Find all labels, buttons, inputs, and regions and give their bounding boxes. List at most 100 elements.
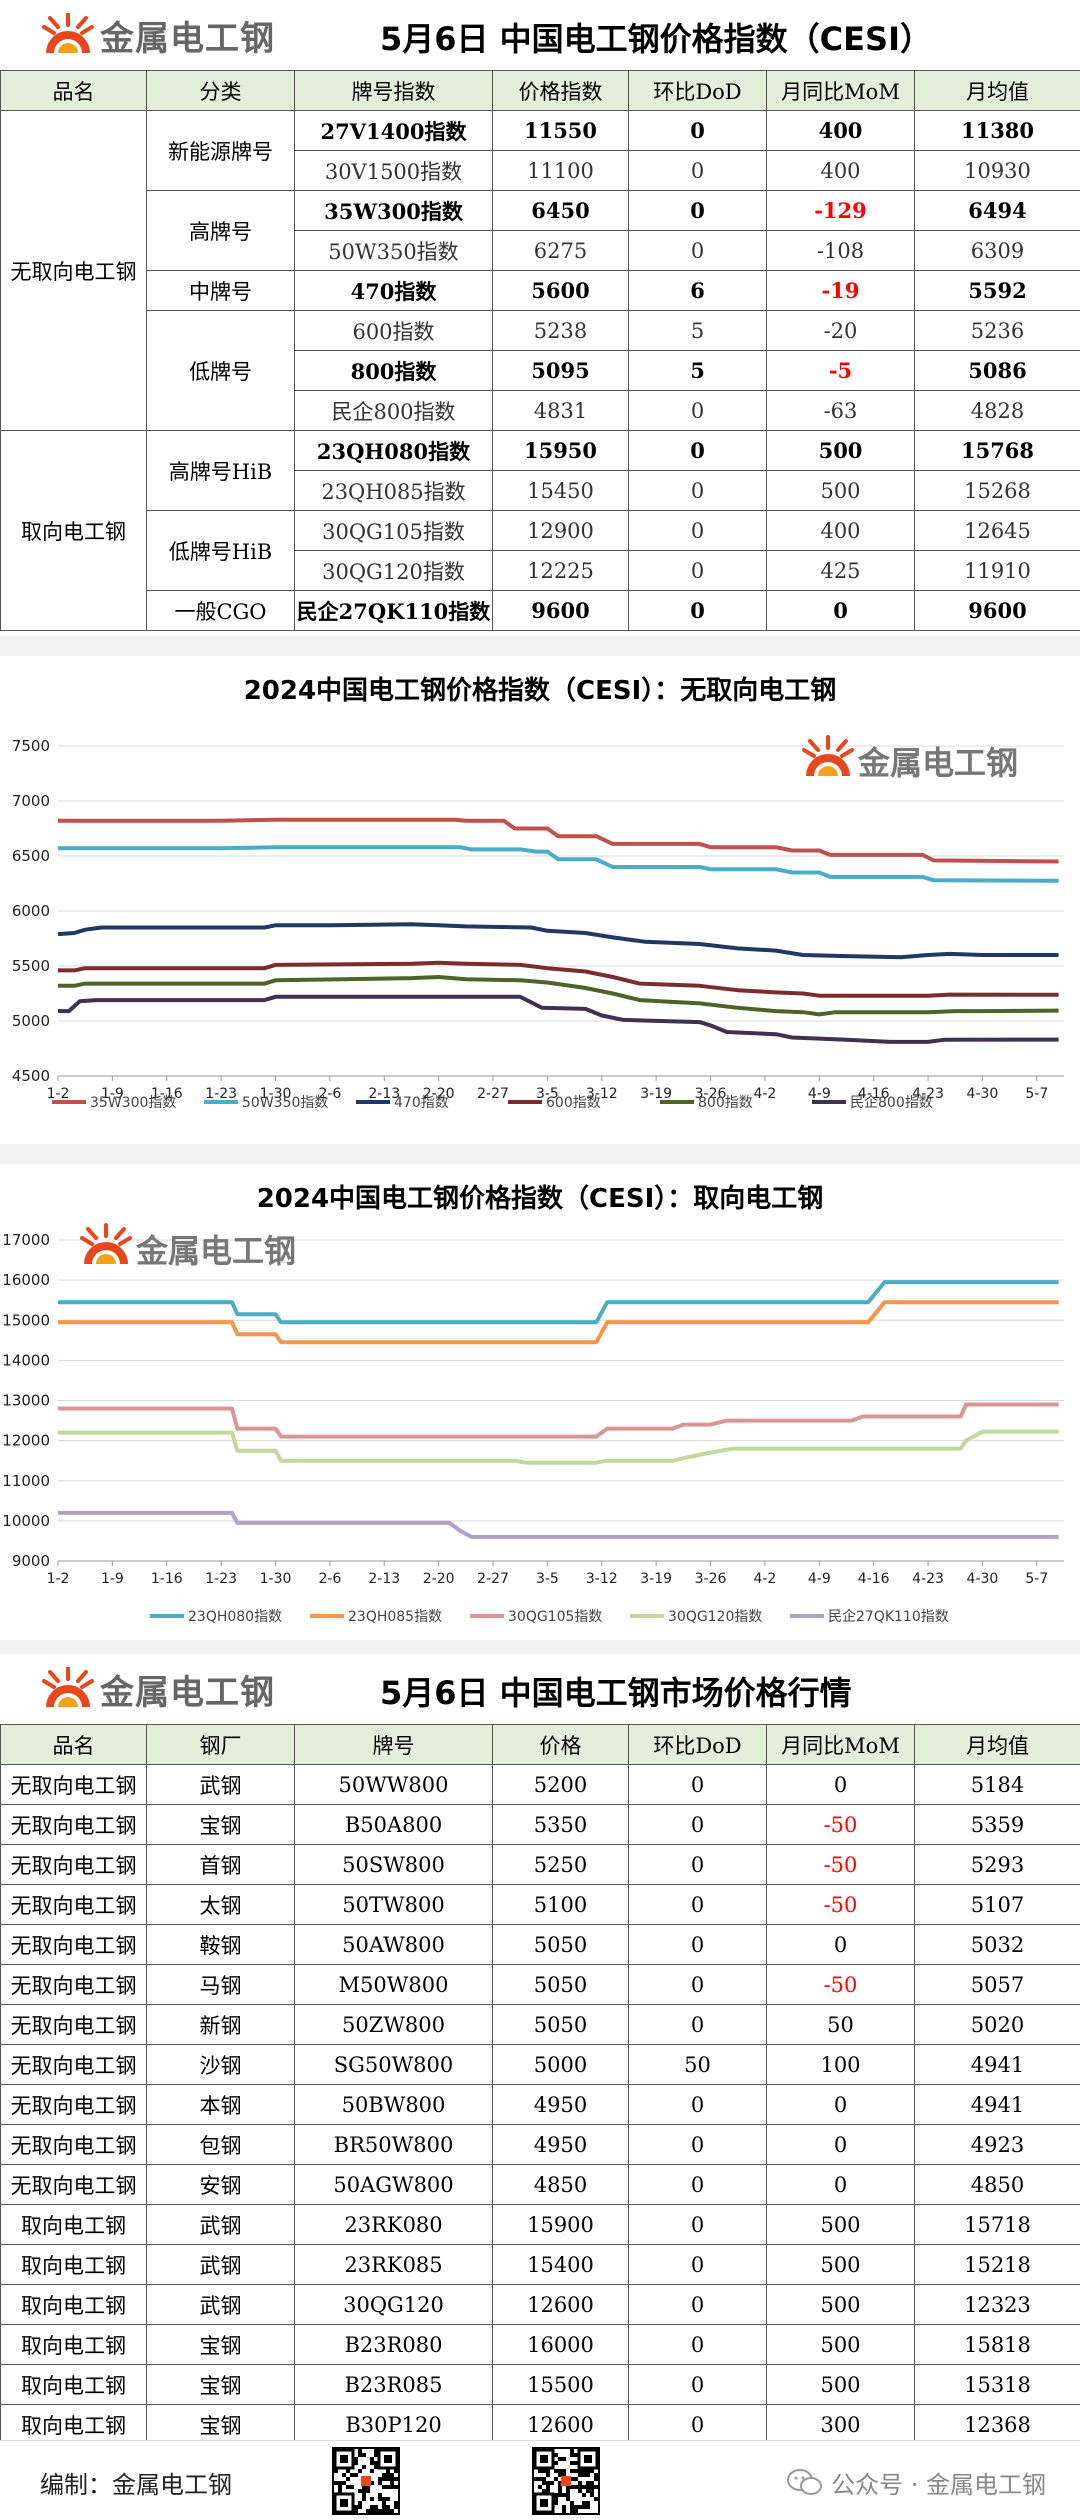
mill-cell: 武钢 — [146, 1764, 295, 1805]
legend-label: 800指数 — [698, 1095, 753, 1111]
grade-cell: B50A800 — [294, 1804, 493, 1845]
non-oriented-line-chart: 4500 5000 5500 6000 6500 7000 7500 1-2 1-9 1-16 1-… — [12, 735, 1064, 1111]
editor-label: 编制：金属电工钢 — [40, 2471, 232, 2499]
x-tick-label: 2-20 — [423, 1571, 455, 1587]
product-cell: 无取向电工钢 — [0, 1924, 147, 1965]
grade-cell: 800指数 — [294, 350, 493, 391]
price-cell: 5350 — [492, 1804, 629, 1845]
grade-cell: 27V1400指数 — [294, 110, 493, 151]
mom-cell: 300 — [766, 2404, 915, 2445]
mom-cell: 500 — [766, 2244, 915, 2285]
category-cell: 高牌号 — [146, 190, 295, 271]
column-header: 月均值 — [914, 1724, 1080, 1765]
series-line — [58, 1429, 1059, 1465]
mill-cell: 新钢 — [146, 2004, 295, 2045]
avg-cell: 5107 — [914, 1884, 1080, 1925]
y-tick-label: 9000 — [12, 1552, 50, 1570]
x-tick-label: 1-16 — [151, 1086, 183, 1102]
dod-cell: 0 — [628, 510, 767, 551]
price-cell: 5050 — [492, 1924, 629, 1965]
mill-cell: 宝钢 — [146, 2404, 295, 2445]
mom-cell: -20 — [766, 310, 915, 351]
x-tick-label: 1-30 — [260, 1571, 292, 1587]
mill-cell: 安钢 — [146, 2164, 295, 2205]
dod-cell: 0 — [628, 2084, 767, 2125]
table-row: 无取向电工钢 武钢 50WW800 5200 0 0 5184 — [0, 1764, 1080, 1805]
dod-cell: 0 — [628, 1884, 767, 1925]
x-tick-label: 2-6 — [318, 1571, 341, 1587]
oriented-line-chart: 9000 10000 11000 12000 13000 14000 15000 16000 1… — [2, 1223, 1064, 1625]
legend-label: 23QH080指数 — [188, 1609, 282, 1625]
grade-cell: 50ZW800 — [294, 2004, 493, 2045]
sun-logo-icon — [42, 1667, 94, 1707]
dod-cell: 0 — [628, 2364, 767, 2405]
market-table-title: 5月6日 中国电工钢市场价格行情 — [380, 1674, 852, 1712]
grade-cell: 50W350指数 — [294, 230, 493, 271]
table-row: 取向电工钢 武钢 30QG120 12600 0 500 12323 — [0, 2284, 1080, 2325]
x-tick-label: 2-13 — [368, 1086, 400, 1102]
brand-name: 金属电工钢 — [100, 1672, 275, 1713]
x-tick-label: 4-30 — [967, 1571, 999, 1587]
avg-cell: 15218 — [914, 2244, 1080, 2285]
column-header: 牌号 — [294, 1724, 493, 1765]
price-cell: 15950 — [492, 430, 629, 471]
sun-logo-icon — [802, 735, 854, 776]
table-row: 无取向电工钢 宝钢 B50A800 5350 0 -50 5359 — [0, 1804, 1080, 1845]
qr-code-icon[interactable] — [532, 2447, 600, 2515]
product-cell: 取向电工钢 — [0, 430, 147, 631]
grade-cell: B30P120 — [294, 2404, 493, 2445]
x-tick-label: 1-9 — [101, 1571, 124, 1587]
column-header: 环比DoD — [628, 1724, 767, 1765]
mom-cell: 0 — [766, 2084, 915, 2125]
price-cell: 12900 — [492, 510, 629, 551]
mom-cell: 0 — [766, 590, 915, 631]
x-tick-label: 1-16 — [151, 1571, 183, 1587]
legend-label: 470指数 — [394, 1095, 449, 1111]
wechat-account[interactable]: 公众号 · 金属电工钢 — [787, 2465, 1046, 2500]
dod-cell: 0 — [628, 2124, 767, 2165]
section-divider — [0, 1144, 1080, 1164]
dod-cell: 0 — [628, 2244, 767, 2285]
x-tick-label: 1-30 — [260, 1086, 292, 1102]
price-cell: 5100 — [492, 1884, 629, 1925]
mom-cell: 400 — [766, 150, 915, 191]
table-row: 800指数 5095 5 -5 5086 — [1, 350, 1080, 391]
product-cell: 无取向电工钢 — [0, 1884, 147, 1925]
price-cell: 9600 — [492, 590, 629, 631]
column-header: 环比DoD — [628, 70, 767, 111]
x-tick-label: 2-13 — [368, 1571, 400, 1587]
product-cell: 无取向电工钢 — [0, 1964, 147, 2005]
mill-cell: 鞍钢 — [146, 1924, 295, 1965]
table-row: 中牌号 470指数 5600 6 -19 5592 — [1, 270, 1080, 311]
table-row: 无取向电工钢 新能源牌号 27V1400指数 11550 0 400 11380 — [0, 110, 1080, 431]
price-cell: 11550 — [492, 110, 629, 151]
mom-cell: 500 — [766, 430, 915, 471]
mom-cell: 400 — [766, 110, 915, 151]
market-banner: 金属电工钢 5月6日 中国电工钢市场价格行情 — [0, 1654, 1080, 1724]
column-header: 品名 — [0, 70, 147, 111]
qr-code-icon[interactable] — [332, 2447, 400, 2515]
series-line — [58, 1300, 1059, 1345]
y-tick-label: 7500 — [12, 737, 50, 755]
avg-cell: 6494 — [914, 190, 1080, 231]
table-row: 无取向电工钢 马钢 M50W800 5050 0 -50 5057 — [0, 1964, 1080, 2005]
table-row: 取向电工钢 高牌号HiB 23QH080指数 15950 0 500 15768 — [0, 430, 1080, 631]
market-table-header: 品名 钢厂 牌号 价格 环比DoD 月同比MoM 月均值 — [0, 1724, 1080, 1765]
x-tick-label: 2-27 — [477, 1086, 509, 1102]
mill-cell: 太钢 — [146, 1884, 295, 1925]
dod-cell: 0 — [628, 2164, 767, 2205]
avg-cell: 5020 — [914, 2004, 1080, 2045]
mill-cell: 武钢 — [146, 2284, 295, 2325]
series-line — [58, 994, 1059, 1044]
index-table-header: 品名 分类 牌号指数 价格指数 环比DoD 月同比MoM 月均值 — [0, 70, 1080, 111]
table-row: 取向电工钢 宝钢 B23R085 15500 0 500 15318 — [0, 2364, 1080, 2405]
y-tick-label: 5500 — [12, 957, 50, 975]
y-tick-label: 13000 — [2, 1392, 50, 1410]
mom-cell: -19 — [766, 270, 915, 311]
product-cell: 无取向电工钢 — [0, 1804, 147, 1845]
section-divider — [0, 1640, 1080, 1654]
product-cell: 取向电工钢 — [0, 2364, 147, 2405]
mom-cell: -50 — [766, 1844, 915, 1885]
mill-cell: 本钢 — [146, 2084, 295, 2125]
price-cell: 5095 — [492, 350, 629, 391]
